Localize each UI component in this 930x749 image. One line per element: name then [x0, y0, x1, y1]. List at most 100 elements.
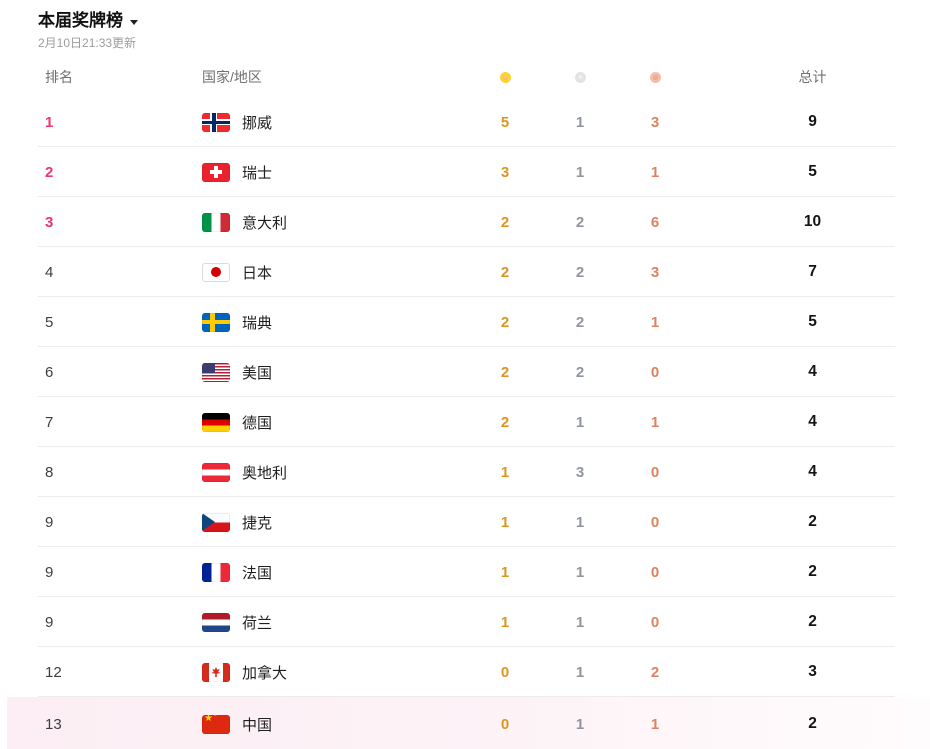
- silver-count: 1: [575, 563, 585, 581]
- country-cell: 德国: [202, 412, 465, 433]
- country-name: 日本: [242, 264, 273, 282]
- silver-medal-icon: [574, 71, 586, 83]
- table-row[interactable]: 9 法国 1 1 0 2: [38, 547, 930, 597]
- norway-flag-icon: [202, 112, 230, 132]
- country-cell: 美国: [202, 362, 465, 383]
- gold-count: 0: [500, 715, 510, 733]
- silver-count: 1: [575, 513, 585, 531]
- table-row[interactable]: 2 瑞士 3 1 1 5: [38, 147, 930, 197]
- table-row[interactable]: 9 捷克 1 1 0 2: [38, 497, 930, 547]
- column-header-total: 总计: [798, 69, 827, 85]
- gold-count: 2: [500, 263, 510, 281]
- gold-count: 2: [500, 363, 510, 381]
- total-count: 5: [808, 313, 817, 330]
- table-row[interactable]: 3 意大利 2 2 6 10: [38, 197, 930, 247]
- bronze-count: 6: [650, 213, 660, 231]
- country-name: 荷兰: [242, 614, 273, 632]
- switzerland-flag-icon: [202, 162, 230, 182]
- bronze-count: 0: [650, 563, 660, 581]
- country-cell: 瑞典: [202, 312, 465, 333]
- austria-flag-icon: [202, 462, 230, 482]
- bronze-count: 0: [650, 513, 660, 531]
- medal-table-title-dropdown[interactable]: 本届奖牌榜: [38, 10, 930, 32]
- gold-count: 2: [500, 213, 510, 231]
- total-count: 2: [808, 613, 817, 630]
- total-count: 10: [803, 213, 822, 230]
- country-name: 中国: [242, 716, 273, 734]
- table-body: 1 挪威 5 1 3 9 2 瑞士 3 1 1 5 3 意大利 2 2 6 10…: [7, 97, 930, 749]
- country-name: 德国: [242, 414, 273, 432]
- update-timestamp: 2月10日21:33更新: [38, 36, 137, 50]
- table-row[interactable]: 12 加拿大 0 1 2 3: [38, 647, 930, 697]
- table-row[interactable]: 5 瑞典 2 2 1 5: [38, 297, 930, 347]
- country-cell: 捷克: [202, 512, 465, 533]
- rank-cell: 2: [45, 163, 54, 181]
- country-name: 意大利: [242, 214, 288, 232]
- total-count: 5: [808, 163, 817, 180]
- table-row[interactable]: 4 日本 2 2 3 7: [38, 247, 930, 297]
- rank-cell: 4: [45, 263, 54, 281]
- country-cell: 奥地利: [202, 462, 465, 483]
- country-name: 美国: [242, 364, 273, 382]
- rank-cell: 9: [45, 563, 54, 581]
- germany-flag-icon: [202, 412, 230, 432]
- total-count: 7: [808, 263, 817, 280]
- bronze-count: 1: [650, 163, 660, 181]
- rank-cell: 3: [45, 213, 54, 231]
- table-row[interactable]: 8 奥地利 1 3 0 4: [38, 447, 930, 497]
- gold-count: 5: [500, 113, 510, 131]
- bronze-count: 0: [650, 463, 660, 481]
- gold-count: 1: [500, 513, 510, 531]
- country-cell: 法国: [202, 562, 465, 583]
- column-header-rank: 排名: [45, 69, 73, 85]
- bronze-count: 1: [650, 413, 660, 431]
- rank-cell: 9: [45, 613, 54, 631]
- usa-flag-icon: [202, 362, 230, 382]
- country-name: 捷克: [242, 514, 273, 532]
- country-cell: 中国: [202, 714, 465, 735]
- table-row[interactable]: 6 美国 2 2 0 4: [38, 347, 930, 397]
- country-cell: 日本: [202, 262, 465, 283]
- rank-cell: 13: [45, 715, 62, 733]
- silver-count: 1: [575, 715, 585, 733]
- table-row[interactable]: 9 荷兰 1 1 0 2: [38, 597, 930, 647]
- table-row[interactable]: 1 挪威 5 1 3 9: [38, 97, 930, 147]
- netherlands-flag-icon: [202, 612, 230, 632]
- gold-count: 0: [500, 663, 510, 681]
- column-header-country: 国家/地区: [202, 69, 262, 85]
- gold-medal-icon: [499, 71, 511, 83]
- gold-count: 1: [500, 463, 510, 481]
- silver-count: 1: [575, 413, 585, 431]
- country-name: 瑞士: [242, 164, 273, 182]
- rank-cell: 6: [45, 363, 54, 381]
- country-name: 瑞典: [242, 314, 273, 332]
- country-name: 加拿大: [242, 664, 288, 682]
- total-count: 2: [808, 563, 817, 580]
- country-cell: 荷兰: [202, 612, 465, 633]
- country-name: 奥地利: [242, 464, 288, 482]
- silver-count: 3: [575, 463, 585, 481]
- table-row[interactable]: 13 中国 0 1 1 2: [7, 697, 930, 749]
- bronze-count: 1: [650, 313, 660, 331]
- silver-count: 2: [575, 363, 585, 381]
- bronze-count: 0: [650, 613, 660, 631]
- table-row[interactable]: 7 德国 2 1 1 4: [38, 397, 930, 447]
- total-count: 3: [808, 663, 817, 680]
- silver-count: 2: [575, 313, 585, 331]
- rank-cell: 5: [45, 313, 54, 331]
- country-cell: 意大利: [202, 212, 465, 233]
- japan-flag-icon: [202, 262, 230, 282]
- gold-count: 3: [500, 163, 510, 181]
- page-header: 本届奖牌榜 2月10日21:33更新: [0, 10, 930, 51]
- rank-cell: 9: [45, 513, 54, 531]
- gold-count: 1: [500, 613, 510, 631]
- silver-count: 2: [575, 213, 585, 231]
- silver-count: 1: [575, 163, 585, 181]
- country-cell: 挪威: [202, 112, 465, 133]
- sweden-flag-icon: [202, 312, 230, 332]
- bronze-count: 1: [650, 715, 660, 733]
- rank-cell: 8: [45, 463, 54, 481]
- silver-count: 1: [575, 613, 585, 631]
- gold-count: 1: [500, 563, 510, 581]
